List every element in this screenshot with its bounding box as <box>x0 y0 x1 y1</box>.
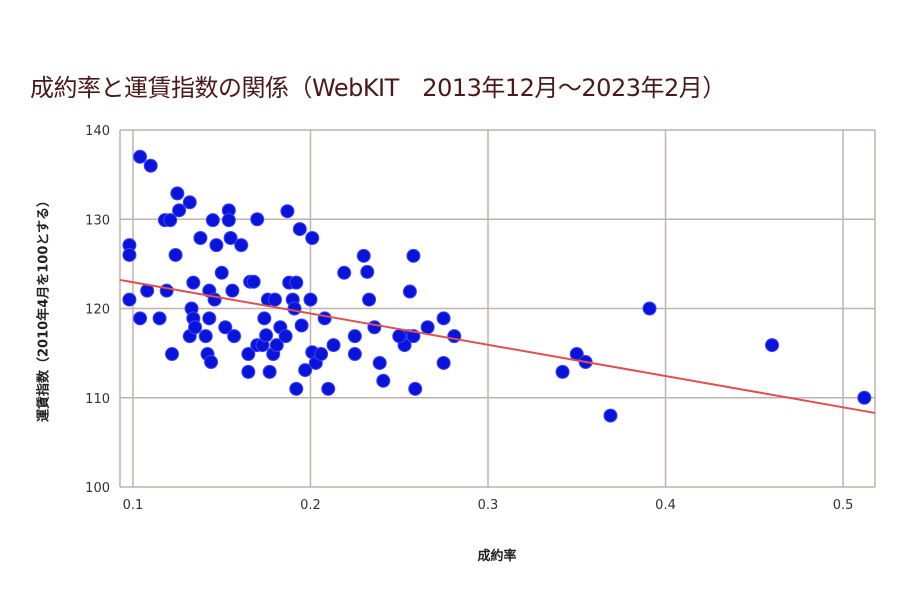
data-point <box>165 347 180 362</box>
x-tick-label: 0.5 <box>833 498 854 513</box>
data-point <box>122 247 137 262</box>
data-point <box>170 186 185 201</box>
data-point <box>321 381 336 396</box>
data-point <box>317 311 332 326</box>
data-point <box>376 373 391 388</box>
data-point <box>362 292 377 307</box>
data-point <box>159 283 174 298</box>
data-point <box>152 311 167 326</box>
data-point <box>347 329 362 344</box>
data-point <box>225 283 240 298</box>
data-point <box>294 318 309 333</box>
data-point <box>259 328 274 343</box>
data-point <box>289 275 304 290</box>
x-tick-label: 0.1 <box>123 498 144 513</box>
data-point <box>202 311 217 326</box>
trend-line <box>119 278 876 414</box>
data-point <box>372 355 387 370</box>
data-point <box>555 364 570 379</box>
x-tick-label: 0.2 <box>300 498 321 513</box>
data-point <box>267 292 282 307</box>
data-point <box>188 320 203 335</box>
chart-title: 成約率と運賃指数の関係（WebKIT 2013年12月～2023年2月） <box>30 74 726 102</box>
data-point <box>246 274 261 289</box>
data-point <box>289 381 304 396</box>
y-tick-label: 140 <box>85 124 110 139</box>
data-point <box>857 390 872 405</box>
data-point <box>326 338 341 353</box>
data-point <box>250 212 265 227</box>
data-point <box>314 347 329 362</box>
data-point <box>218 320 233 335</box>
data-point <box>122 292 137 307</box>
data-point <box>257 311 272 326</box>
x-tick-label: 0.3 <box>478 498 499 513</box>
data-point <box>337 265 352 280</box>
x-tick-label: 0.4 <box>655 498 676 513</box>
data-point <box>241 347 256 362</box>
data-point <box>205 213 220 228</box>
data-point <box>172 203 187 218</box>
data-point <box>163 213 178 228</box>
data-point <box>280 204 295 219</box>
y-tick-label: 130 <box>85 213 110 228</box>
data-point <box>436 311 451 326</box>
data-point <box>193 230 208 245</box>
data-point <box>360 264 375 279</box>
data-point <box>241 364 256 379</box>
y-tick-label: 120 <box>85 303 110 318</box>
data-point <box>402 284 417 299</box>
data-point <box>367 320 382 335</box>
y-tick-label: 110 <box>85 392 110 407</box>
data-point <box>303 292 318 307</box>
y-tick-label: 100 <box>85 481 110 496</box>
data-point <box>168 247 183 262</box>
data-point <box>292 222 307 237</box>
data-point <box>420 320 435 335</box>
data-point <box>223 230 238 245</box>
data-point <box>347 347 362 362</box>
data-point <box>287 301 302 316</box>
data-point <box>214 265 229 280</box>
data-point <box>765 338 780 353</box>
data-point <box>133 149 148 164</box>
data-point <box>408 381 423 396</box>
data-point <box>298 363 313 378</box>
data-point <box>186 275 201 290</box>
data-point <box>447 329 462 344</box>
data-point <box>133 311 148 326</box>
data-point <box>209 238 224 253</box>
data-point <box>406 248 421 263</box>
data-point <box>227 329 242 344</box>
x-axis-label: 成約率 <box>477 549 517 564</box>
data-point <box>204 355 219 370</box>
data-point <box>436 355 451 370</box>
data-point <box>262 364 277 379</box>
data-point <box>278 329 293 344</box>
data-point <box>305 230 320 245</box>
data-point <box>234 238 249 253</box>
data-point <box>356 248 371 263</box>
data-point <box>392 329 407 344</box>
data-point <box>143 158 158 173</box>
data-point <box>182 195 197 210</box>
data-point <box>642 301 657 316</box>
data-point <box>603 408 618 423</box>
data-point <box>198 329 213 344</box>
data-point <box>269 338 284 353</box>
data-point <box>221 213 236 228</box>
